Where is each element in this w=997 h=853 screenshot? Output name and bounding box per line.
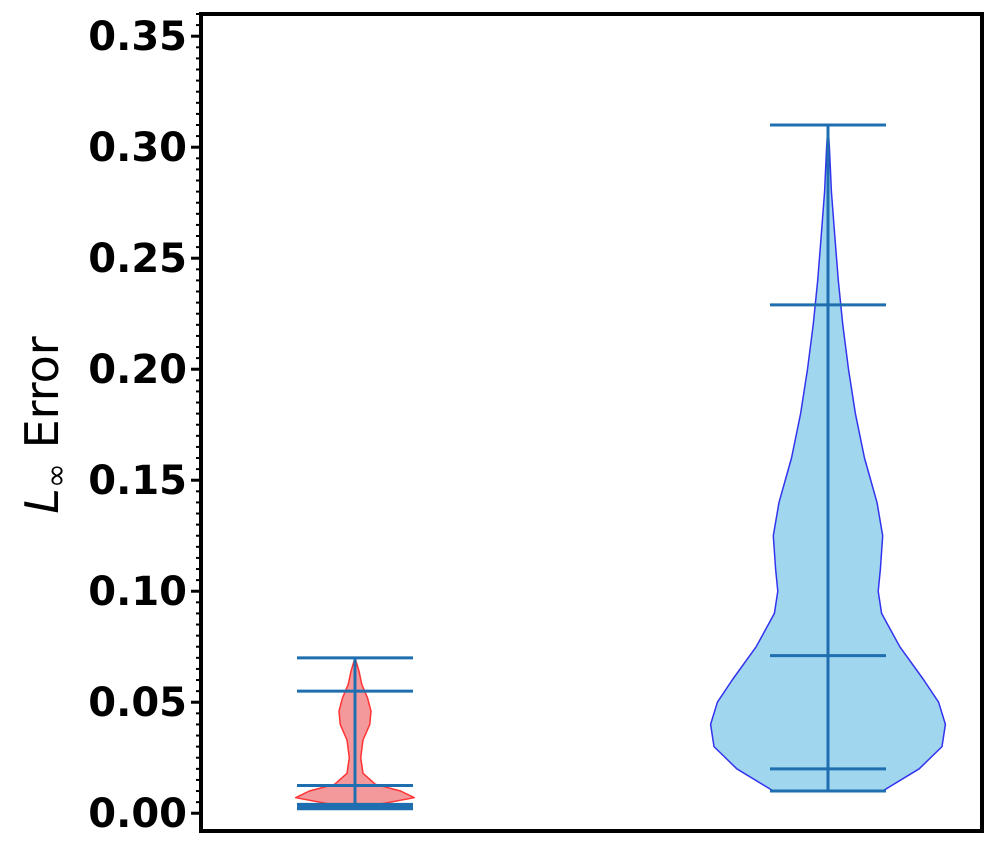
y-tick-label: 0.10 bbox=[88, 569, 187, 615]
y-tick-label: 0.20 bbox=[88, 347, 187, 393]
y-axis-ticks: 0.00 0.05 0.10 0.15 0.20 0.25 0.30 0.35 bbox=[88, 13, 201, 837]
y-axis-label-rest: Error bbox=[15, 336, 69, 463]
y-tick-label: 0.00 bbox=[88, 791, 187, 837]
y-axis-label-main: L bbox=[15, 488, 69, 514]
y-tick-label: 0.35 bbox=[88, 14, 187, 60]
y-tick-label: 0.25 bbox=[88, 236, 187, 282]
y-axis-label-subscript: ∞ bbox=[39, 463, 74, 488]
y-tick-label: 0.15 bbox=[88, 458, 187, 504]
quantile-lines-layer bbox=[297, 123, 886, 811]
y-axis-label: L∞ Error bbox=[15, 336, 74, 513]
y-tick-label: 0.30 bbox=[88, 125, 187, 171]
plot-frame bbox=[199, 12, 984, 833]
y-tick-label: 0.05 bbox=[88, 680, 187, 726]
